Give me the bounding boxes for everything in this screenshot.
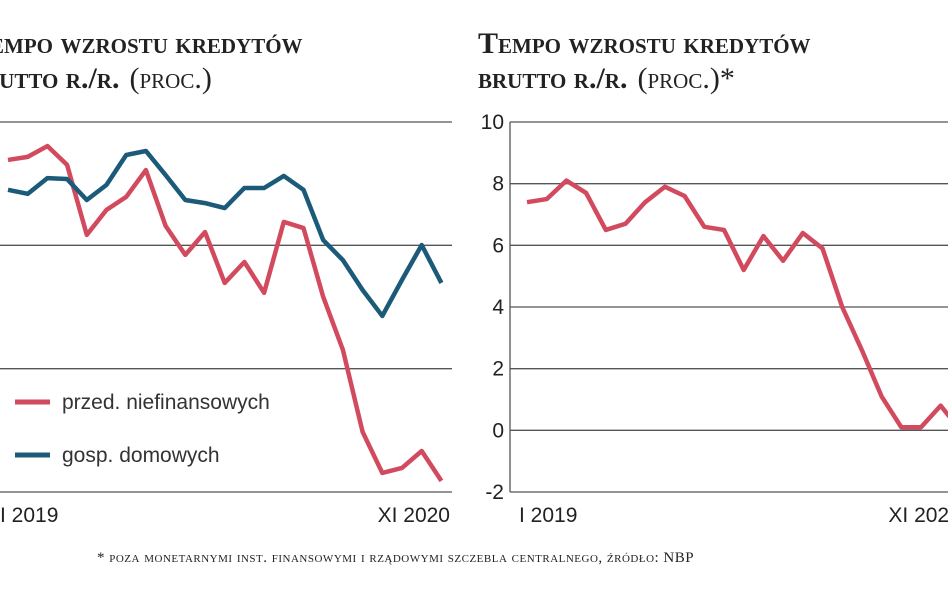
- series-line: [526, 178, 948, 430]
- legend-label: gosp. domowych: [62, 444, 220, 467]
- chart-subtitle: brutto r./r.: [478, 62, 627, 95]
- chart-unit: (proc.): [129, 62, 211, 95]
- chart-title: Tempo wzrostu kredytów: [478, 27, 811, 60]
- x-tick-label: I 2019: [519, 504, 577, 527]
- y-tick-label: 10: [481, 111, 504, 134]
- x-tick-label: XI 2020: [378, 504, 450, 527]
- series-line: [7, 148, 444, 319]
- chart-title: Tempo wzrostu kredytów: [0, 27, 303, 60]
- y-tick-label: -2: [485, 481, 504, 504]
- y-tick-label: 8: [492, 173, 504, 196]
- legend-label: przed. niefinansowych: [62, 391, 270, 414]
- series-line: [7, 143, 444, 483]
- y-tick-label: 4: [492, 296, 504, 319]
- x-tick-label: XI 2020: [888, 504, 948, 527]
- y-tick-label: 2: [492, 358, 504, 381]
- y-tick-label: 0: [492, 419, 504, 442]
- x-tick-label: I 2019: [0, 504, 58, 527]
- chart-unit: (proc.)*: [637, 62, 734, 95]
- footnote: * poza monetarnymi inst. finansowymi i r…: [97, 550, 694, 566]
- y-tick-label: 6: [492, 234, 504, 257]
- chart-subtitle: brutto r./r.: [0, 62, 119, 95]
